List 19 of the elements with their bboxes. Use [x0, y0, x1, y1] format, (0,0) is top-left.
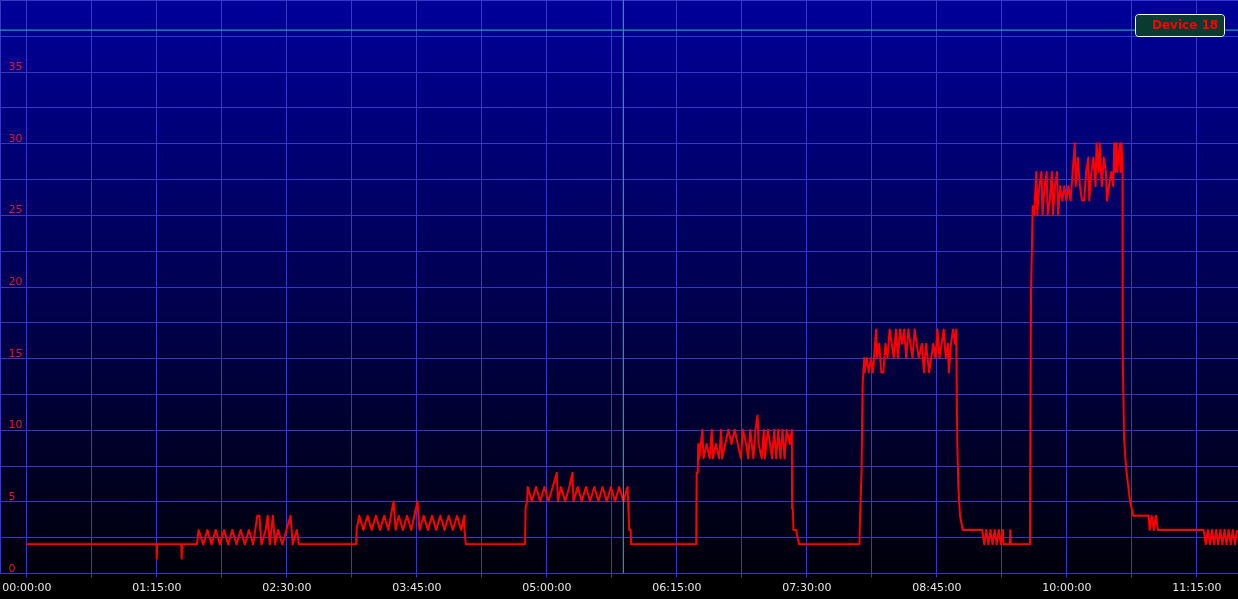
x-tick-label: 03:45:00: [392, 580, 442, 594]
x-tick-label: 08:45:00: [912, 580, 962, 594]
y-tick-label: 10: [8, 418, 23, 432]
x-tick-label: 01:15:00: [132, 580, 182, 594]
y-tick-label: 0: [8, 561, 16, 575]
y-tick-label: 20: [8, 275, 23, 288]
x-tick-label: 11:15:00: [1172, 580, 1222, 594]
y-tick-label: 5: [8, 489, 16, 503]
x-tick-label: 05:00:00: [522, 580, 572, 594]
x-tick-label: 02:30:00: [262, 580, 312, 594]
y-tick-label: 30: [8, 131, 23, 145]
y-tick-label: 25: [8, 203, 23, 217]
x-tick-label: 10:00:00: [1042, 580, 1092, 594]
y-tick-label: 15: [8, 346, 23, 360]
y-tick-label: 35: [8, 60, 23, 74]
x-tick-label: 00:00:00: [2, 580, 52, 594]
x-tick-label: 06:15:00: [652, 580, 702, 594]
text: Device 18: [1152, 18, 1219, 32]
x-tick-label: 07:30:00: [782, 580, 832, 594]
